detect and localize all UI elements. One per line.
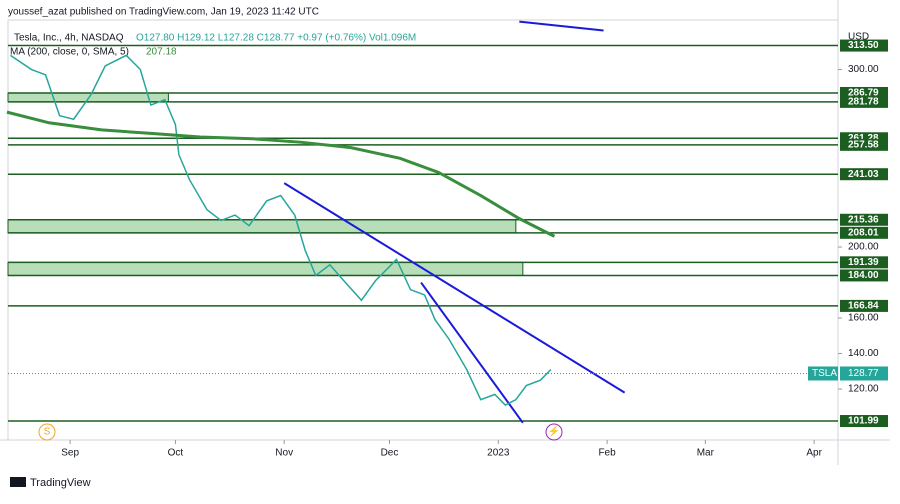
trendline: [519, 20, 604, 32]
event-icon: [545, 423, 563, 441]
logo: [10, 477, 26, 487]
zone: [7, 261, 524, 276]
level-tag: [840, 226, 888, 239]
event-icon-glyph: ⚡: [548, 425, 560, 438]
zone: [7, 219, 517, 234]
x-tick-label: Apr: [806, 448, 822, 459]
x-tick-label: Dec: [381, 448, 399, 459]
footer: TradingView: [30, 477, 91, 489]
y-tick-label: 160.00: [848, 313, 879, 324]
x-tick-label: Nov: [275, 448, 293, 459]
ma-legend: MA (200, close, 0, SMA, 5): [10, 47, 129, 58]
y-tick-label: 200.00: [848, 242, 879, 253]
trendline: [283, 182, 626, 394]
level-tag: [840, 168, 888, 181]
symbol-tag: [808, 366, 838, 381]
session-icon-glyph: S: [44, 427, 51, 438]
x-tick-label: Sep: [61, 448, 79, 459]
last-price-label: 128.77: [848, 368, 879, 379]
level-label: 281.78: [848, 97, 879, 108]
level-label: 101.99: [848, 416, 879, 427]
level-tag: [840, 138, 888, 151]
x-tick-label: 2023: [487, 448, 510, 459]
trendline: [420, 281, 524, 424]
level-label: 184.00: [848, 270, 879, 281]
level-label: 261.28: [848, 133, 879, 144]
ohlc: O127.80 H129.12 L127.28 C128.77 +0.97 (+…: [136, 33, 416, 44]
level-tag: [840, 95, 888, 108]
level-label: 241.03: [848, 169, 879, 180]
y-tick-label: 140.00: [848, 348, 879, 359]
series-line: [6, 110, 556, 238]
level-label: 215.36: [848, 214, 879, 225]
level-tag: [840, 299, 888, 312]
symbol-label: TSLA: [812, 368, 837, 379]
x-tick-label: Mar: [697, 448, 715, 459]
x-tick-label: Oct: [168, 448, 184, 459]
level-label: 191.39: [848, 257, 879, 268]
level-label: 286.79: [848, 88, 879, 99]
last-price-tag: [840, 366, 888, 381]
series-line: [10, 54, 552, 406]
level-tag: [840, 415, 888, 428]
chart-title: Tesla, Inc., 4h, NASDAQ: [14, 33, 124, 44]
level-label: 313.50: [848, 40, 879, 51]
y-tick-label: 120.00: [848, 384, 879, 395]
y-tick-label: 300.00: [848, 64, 879, 75]
ma-value: 207.18: [146, 47, 177, 58]
level-label: 166.84: [848, 301, 879, 312]
level-label: 208.01: [848, 227, 879, 238]
x-tick-label: Feb: [598, 448, 616, 459]
level-label: 257.58: [848, 139, 879, 150]
level-tag: [840, 213, 888, 226]
session-icon: [38, 423, 56, 441]
level-tag: [840, 256, 888, 269]
publisher: youssef_azat published on TradingView.co…: [8, 7, 319, 18]
currency: USD: [848, 32, 869, 43]
level-tag: [840, 269, 888, 282]
level-tag: [840, 39, 888, 52]
